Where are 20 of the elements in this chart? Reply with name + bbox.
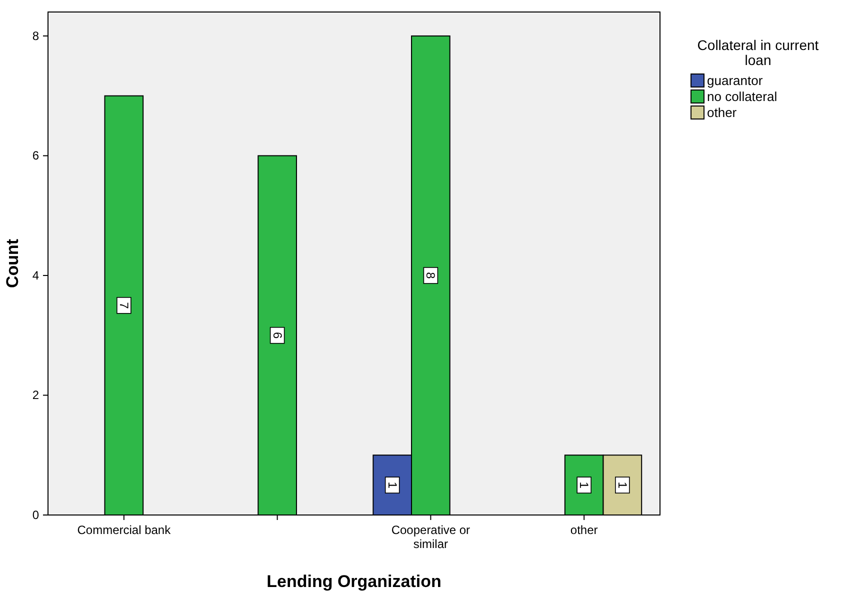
x-tick-label: other [570, 523, 598, 537]
y-tick-label: 8 [32, 28, 40, 43]
x-tick-label: Commercial bank [77, 523, 172, 537]
data-label: 1 [577, 482, 592, 489]
data-label: 8 [424, 272, 438, 280]
legend-label: other [707, 105, 738, 120]
x-tick-label: Cooperative or similar [391, 523, 470, 551]
y-tick-label: 6 [32, 148, 40, 163]
data-label: 6 [270, 332, 284, 340]
legend-label: guarantor [707, 73, 764, 88]
x-axis-title: Lending Organization [266, 572, 442, 591]
y-tick-label: 4 [32, 268, 40, 282]
y-tick-label: 0 [32, 508, 40, 522]
data-label: 7 [116, 302, 131, 310]
data-label: 1 [385, 482, 400, 489]
y-axis-title: Count [3, 238, 22, 288]
legend-label: no collateral [707, 89, 778, 104]
y-tick-label: 2 [32, 388, 40, 402]
data-label: 1 [615, 482, 630, 489]
legend-title: Collateral in current loan [697, 37, 819, 68]
